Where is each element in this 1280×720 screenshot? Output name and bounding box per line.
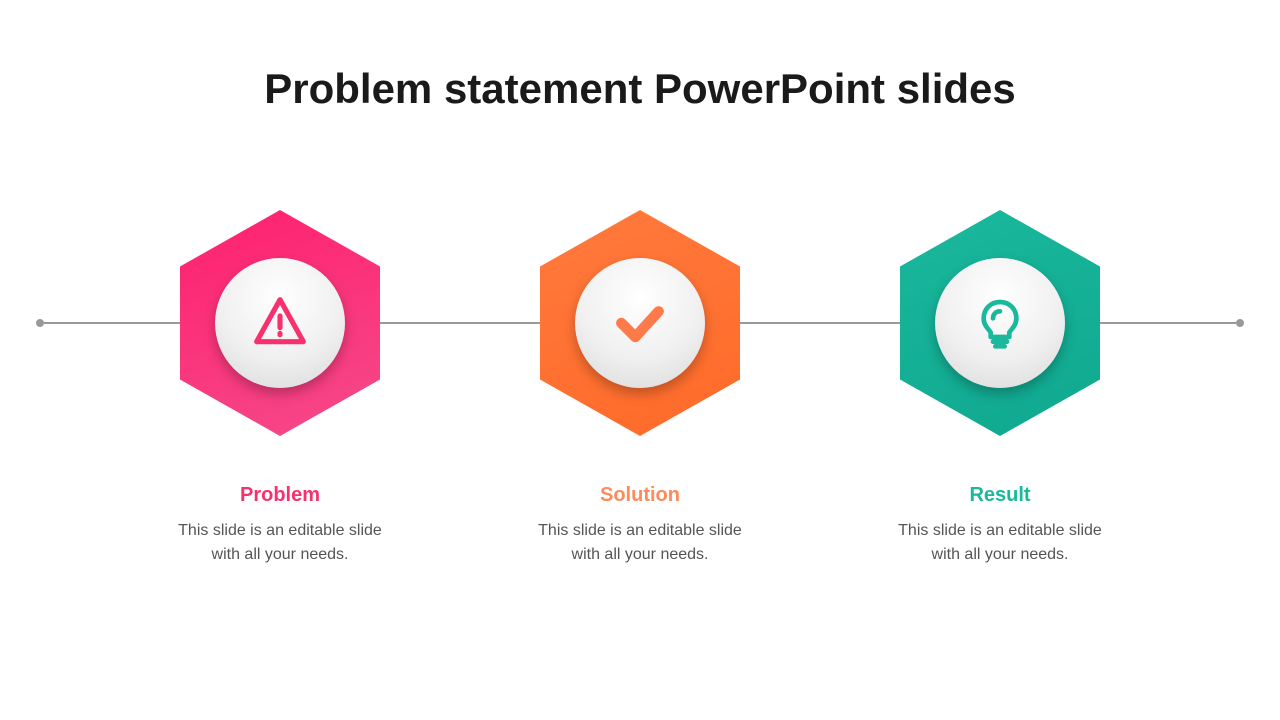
hex-wrap <box>540 210 740 436</box>
slide-title: Problem statement PowerPoint slides <box>0 65 1280 113</box>
item-problem: Problem This slide is an editable slide … <box>140 210 420 567</box>
item-desc: This slide is an editable slide with all… <box>885 519 1115 567</box>
icon-circle <box>575 258 705 388</box>
icon-circle <box>215 258 345 388</box>
item-label: Problem <box>240 484 320 507</box>
items-row: Problem This slide is an editable slide … <box>0 210 1280 567</box>
item-desc: This slide is an editable slide with all… <box>525 519 755 567</box>
hex-wrap <box>180 210 380 436</box>
item-solution: Solution This slide is an editable slide… <box>500 210 780 567</box>
item-label: Solution <box>600 484 680 507</box>
item-desc: This slide is an editable slide with all… <box>165 519 395 567</box>
warning-icon <box>252 295 308 351</box>
icon-circle <box>935 258 1065 388</box>
bulb-icon <box>972 295 1028 351</box>
check-icon <box>612 295 668 351</box>
item-result: Result This slide is an editable slide w… <box>860 210 1140 567</box>
item-label: Result <box>969 484 1030 507</box>
hex-wrap <box>900 210 1100 436</box>
